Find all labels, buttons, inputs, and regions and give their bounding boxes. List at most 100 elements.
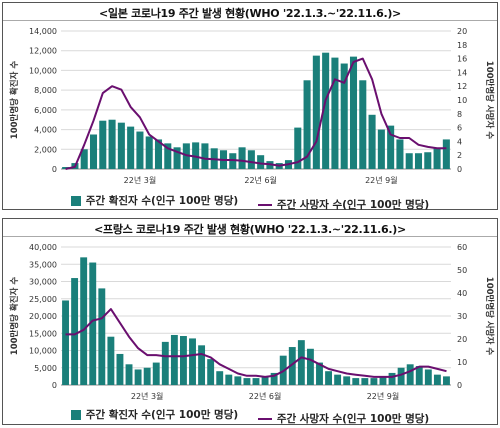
y-tick-label: 40,000 <box>29 243 57 252</box>
y2-tick-label: 40 <box>457 289 467 298</box>
title-divider <box>3 20 497 21</box>
case-bar <box>396 139 404 169</box>
y-tick-label: 0 <box>52 381 57 390</box>
case-bar <box>359 80 367 169</box>
case-bar <box>261 376 269 385</box>
y2-tick-label: 14 <box>457 68 467 77</box>
case-bar <box>325 371 333 385</box>
y2-tick-label: 20 <box>457 335 467 344</box>
legend-item-cases: 주간 확진자 수(인구 100만 명당) <box>70 193 239 208</box>
case-bar <box>238 147 246 169</box>
case-bar <box>99 120 107 169</box>
y2-tick-label: 2 <box>457 151 462 160</box>
case-bar <box>179 336 187 385</box>
france-chart-title: <프랑스 코로나19 주간 발생 현황(WHO '22.1.3.~'22.11.… <box>94 223 406 236</box>
japan-chart-legend: 주간 확진자 수(인구 100만 명당) 주간 사망자 수(인구 100만 명당… <box>3 193 497 212</box>
japan-chart: 0 2,000 4,000 6,000 8,000 10,000 12,000 14,000 0… <box>9 27 495 185</box>
case-bar <box>145 136 153 169</box>
case-bar <box>173 147 181 169</box>
case-bar <box>415 366 423 385</box>
case-bar <box>377 129 385 169</box>
x-tick-label: 22년 3월 <box>131 391 164 401</box>
y2-tick-label: 16 <box>457 55 467 64</box>
case-bar <box>270 372 278 385</box>
case-bar <box>143 367 151 385</box>
case-bar <box>316 362 323 385</box>
x-tick-label: 22년 6월 <box>249 391 282 401</box>
france-chart-panel: <프랑스 코로나19 주간 발생 현황(WHO '22.1.3.~'22.11.… <box>2 218 498 425</box>
legend-swatch-cases <box>70 409 81 420</box>
legend-label-deaths: 주간 사망자 수(인구 100만 명당) <box>276 413 430 425</box>
title-divider <box>3 236 497 237</box>
case-bar <box>343 376 351 385</box>
case-bar <box>352 378 360 385</box>
japan-chart-title: <일본 코로나19 주간 발생 현황(WHO '22.1.3.~'22.11.6… <box>99 7 401 20</box>
legend-line-deaths <box>257 417 272 420</box>
case-bar <box>397 367 405 385</box>
y-tick-label: 0 <box>52 165 57 174</box>
y2-tick-label: 10 <box>457 96 467 105</box>
case-bar <box>108 119 116 169</box>
y-tick-label: 30,000 <box>29 278 57 287</box>
case-bar <box>312 55 320 170</box>
case-bar <box>170 334 178 385</box>
y-tick-label: 35,000 <box>29 260 57 269</box>
y2-tick-label: 12 <box>457 82 467 91</box>
case-bar <box>433 148 441 169</box>
y-tick-label: 20,000 <box>29 312 57 321</box>
case-bar <box>80 149 88 169</box>
y-tick-label: 25,000 <box>29 295 57 304</box>
case-bar <box>62 300 69 385</box>
case-bar <box>433 374 441 385</box>
x-tick-label: 22년 3월 <box>124 175 157 185</box>
case-bar <box>225 374 233 385</box>
case-bar <box>288 347 296 385</box>
legend-item-deaths: 주간 사망자 수(인구 100만 명당) <box>257 411 430 426</box>
legend-label-cases: 주간 확진자 수(인구 100만 명당) <box>85 195 239 207</box>
y-tick-label: 10,000 <box>29 66 57 75</box>
case-bar <box>207 359 215 385</box>
case-bar <box>89 134 98 169</box>
case-bar <box>154 139 163 169</box>
death-line <box>65 57 447 170</box>
y-axis-title: 100만명당 확진자 수 <box>9 61 20 140</box>
y2-tick-label: 4 <box>457 137 462 146</box>
case-bar <box>306 348 314 385</box>
y2-tick-label: 6 <box>457 124 462 133</box>
y-tick-label: 2,000 <box>34 145 57 154</box>
y2-axis-title: 100만명당 사망자 수 <box>484 277 495 356</box>
case-bar <box>424 369 432 385</box>
y2-tick-label: 50 <box>457 266 467 275</box>
case-bar <box>349 56 358 169</box>
y-tick-label: 10,000 <box>29 347 57 356</box>
case-bar <box>80 257 88 385</box>
y2-tick-label: 8 <box>457 110 462 119</box>
y-tick-label: 4,000 <box>34 126 57 135</box>
y2-tick-label: 0 <box>457 381 462 390</box>
case-bar <box>368 114 376 169</box>
case-bar <box>252 378 260 385</box>
case-bar <box>107 336 115 385</box>
legend-label-deaths: 주간 사망자 수(인구 100만 명당) <box>276 199 430 211</box>
x-tick-label: 22년 9월 <box>367 391 400 401</box>
y2-tick-label: 10 <box>457 358 467 367</box>
france-chart: 0 5,000 10,000 15,000 20,000 25,000 30,000 35,0… <box>9 243 495 401</box>
legend-label-cases: 주간 확진자 수(인구 100만 명당) <box>85 409 239 421</box>
case-bar <box>71 278 79 385</box>
case-bar <box>294 127 302 169</box>
y-axis-title: 100만명당 확진자 수 <box>9 277 20 356</box>
case-bar <box>388 372 396 385</box>
france-chart-legend: 주간 확진자 수(인구 100만 명당) 주간 사망자 수(인구 100만 명당… <box>3 407 497 426</box>
case-bar <box>136 131 144 169</box>
x-tick-label: 22년 9월 <box>365 175 398 185</box>
case-bar <box>216 371 224 385</box>
case-bar <box>387 125 395 169</box>
case-bar <box>257 155 265 169</box>
case-bar <box>98 288 106 385</box>
case-bar <box>198 345 206 385</box>
case-bar <box>405 153 413 169</box>
case-bar <box>201 143 209 169</box>
case-bar <box>414 153 423 169</box>
x-tick-label: 22년 6월 <box>244 175 277 185</box>
case-bar <box>379 376 387 385</box>
